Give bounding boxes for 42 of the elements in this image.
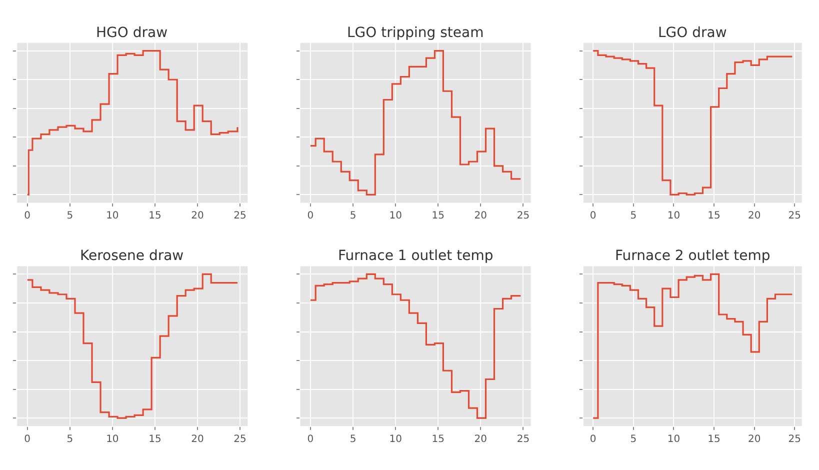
chart-title: Kerosene draw bbox=[80, 248, 184, 264]
chart-title: Furnace 1 outlet temp bbox=[338, 248, 494, 264]
x-tick-label: 0 bbox=[590, 210, 596, 222]
x-tick-label: 10 bbox=[106, 434, 119, 446]
x-tick-label: 25 bbox=[788, 434, 801, 446]
chart-title: LGO tripping steam bbox=[347, 25, 484, 41]
x-tick-label: 5 bbox=[630, 434, 637, 446]
x-tick-label: 25 bbox=[516, 210, 530, 222]
x-tick-label: 25 bbox=[516, 434, 530, 446]
chart-title: LGO draw bbox=[658, 25, 727, 41]
x-tick-label: 0 bbox=[307, 210, 314, 222]
x-tick-label: 15 bbox=[432, 210, 444, 222]
x-tick-label: 0 bbox=[307, 434, 314, 446]
x-tick-label: 5 bbox=[350, 210, 356, 222]
x-tick-label: 15 bbox=[708, 434, 720, 446]
chart-title: Furnace 2 outlet temp bbox=[615, 248, 770, 264]
x-tick-label: 20 bbox=[748, 210, 761, 222]
x-tick-label: 25 bbox=[788, 210, 801, 222]
x-tick-label: 5 bbox=[66, 434, 74, 446]
x-tick-label: 10 bbox=[389, 434, 402, 446]
x-tick-label: 25 bbox=[234, 434, 246, 446]
x-tick-label: 15 bbox=[432, 434, 444, 446]
x-tick-label: 20 bbox=[474, 210, 488, 222]
x-tick-label: 0 bbox=[24, 434, 31, 446]
x-tick-label: 0 bbox=[24, 210, 31, 222]
x-tick-label: 15 bbox=[148, 434, 162, 446]
x-tick-label: 0 bbox=[590, 434, 596, 446]
x-tick-label: 10 bbox=[667, 434, 680, 446]
x-tick-label: 5 bbox=[350, 434, 356, 446]
x-tick-label: 20 bbox=[191, 434, 204, 446]
x-tick-label: 15 bbox=[708, 210, 720, 222]
x-tick-label: 10 bbox=[106, 210, 119, 222]
x-tick-label: 20 bbox=[474, 434, 488, 446]
x-tick-label: 10 bbox=[389, 210, 402, 222]
x-tick-label: 15 bbox=[148, 210, 162, 222]
chart-title: HGO draw bbox=[96, 25, 168, 41]
x-tick-label: 5 bbox=[66, 210, 74, 222]
x-tick-label: 20 bbox=[748, 434, 761, 446]
x-tick-label: 20 bbox=[191, 210, 204, 222]
x-tick-label: 5 bbox=[630, 210, 637, 222]
x-tick-label: 10 bbox=[667, 210, 680, 222]
x-tick-label: 25 bbox=[234, 210, 246, 222]
